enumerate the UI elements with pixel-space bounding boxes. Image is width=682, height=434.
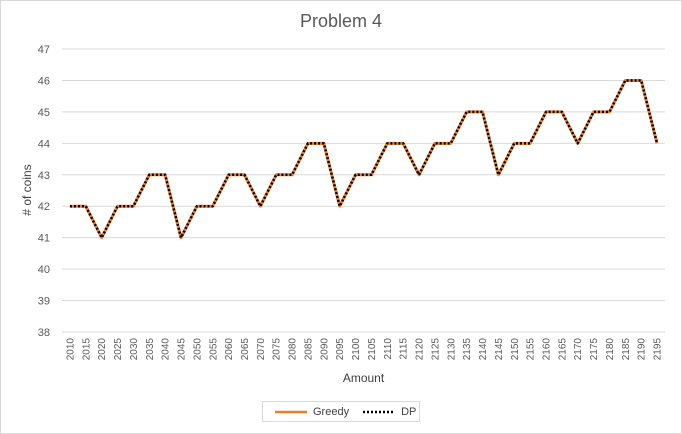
x-tick-label: 2100 — [351, 338, 362, 361]
series-lines — [69, 78, 659, 240]
x-tick-label: 2095 — [335, 338, 346, 361]
x-tick-label: 2185 — [621, 338, 632, 361]
x-tick-label: 2090 — [319, 338, 330, 361]
y-tick-label: 47 — [38, 44, 50, 56]
y-tick-label: 41 — [38, 233, 50, 245]
y-tick-label: 46 — [38, 75, 50, 87]
x-tick-label: 2195 — [653, 338, 664, 361]
x-tick-label: 2145 — [494, 338, 505, 361]
legend-swatch-greedy — [275, 410, 307, 413]
y-tick-label: 42 — [38, 201, 50, 213]
legend: Greedy DP — [262, 401, 420, 422]
x-tick-label: 2080 — [288, 338, 299, 361]
x-tick-label: 2010 — [65, 338, 76, 361]
x-tick-label: 2125 — [430, 338, 441, 361]
x-tick-label: 2150 — [510, 338, 521, 361]
x-tick-label: 2070 — [256, 338, 267, 361]
legend-entry-greedy: Greedy — [273, 406, 349, 418]
x-tick-label: 2110 — [383, 338, 394, 360]
x-tick-label: 2085 — [303, 338, 314, 361]
x-tick-label: 2035 — [145, 338, 156, 361]
x-tick-label: 2055 — [208, 338, 219, 361]
x-tick-label: 2075 — [272, 338, 283, 361]
legend-label-dp: DP — [401, 405, 417, 418]
gridlines — [62, 48, 665, 333]
x-tick-label: 2165 — [557, 338, 568, 361]
y-tick-label: 43 — [38, 170, 50, 182]
x-tick-label: 2180 — [605, 338, 616, 361]
x-tick-label: 2015 — [81, 338, 92, 361]
x-tick-label: 2060 — [224, 338, 235, 361]
series-line-greedy — [69, 78, 659, 240]
x-tick-label: 2175 — [589, 338, 600, 361]
x-tick-label: 2030 — [129, 338, 140, 361]
y-tick-label: 45 — [38, 107, 50, 119]
x-tick-label: 2065 — [240, 338, 251, 361]
legend-swatch-dp — [363, 410, 396, 413]
y-tick-label: 39 — [38, 296, 50, 308]
x-tick-label: 2050 — [192, 338, 203, 361]
x-tick-label: 2045 — [177, 338, 188, 361]
series-line-dp — [69, 79, 659, 239]
legend-entry-dp: DP — [361, 406, 416, 418]
x-axis-label: Amount — [342, 371, 385, 385]
y-tick-labels: 38 39 40 41 42 43 44 45 46 47 — [38, 44, 50, 339]
x-tick-labels: 2010 2015 2020 2025 2030 2035 2040 2045 2050 2055… — [65, 338, 663, 361]
x-tick-label: 2120 — [415, 338, 426, 361]
legend-label-greedy: Greedy — [313, 405, 350, 418]
x-tick-label: 2020 — [97, 338, 108, 361]
x-tick-label: 2135 — [462, 338, 473, 361]
y-tick-label: 38 — [38, 327, 50, 339]
x-tick-label: 2130 — [446, 338, 457, 361]
y-tick-label: 44 — [38, 138, 50, 150]
x-tick-label: 2190 — [637, 338, 648, 361]
x-tick-label: 2115 — [399, 338, 410, 360]
x-tick-label: 2105 — [367, 338, 378, 361]
x-tick-label: 2160 — [541, 338, 552, 361]
x-tick-label: 2025 — [113, 338, 124, 361]
x-tick-label: 2140 — [478, 338, 489, 361]
x-tick-label: 2040 — [161, 338, 172, 361]
chart-title: Problem 4 — [299, 11, 383, 31]
x-tick-label: 2155 — [526, 338, 537, 361]
x-tick-label: 2170 — [573, 338, 584, 361]
y-tick-label: 40 — [38, 264, 50, 276]
